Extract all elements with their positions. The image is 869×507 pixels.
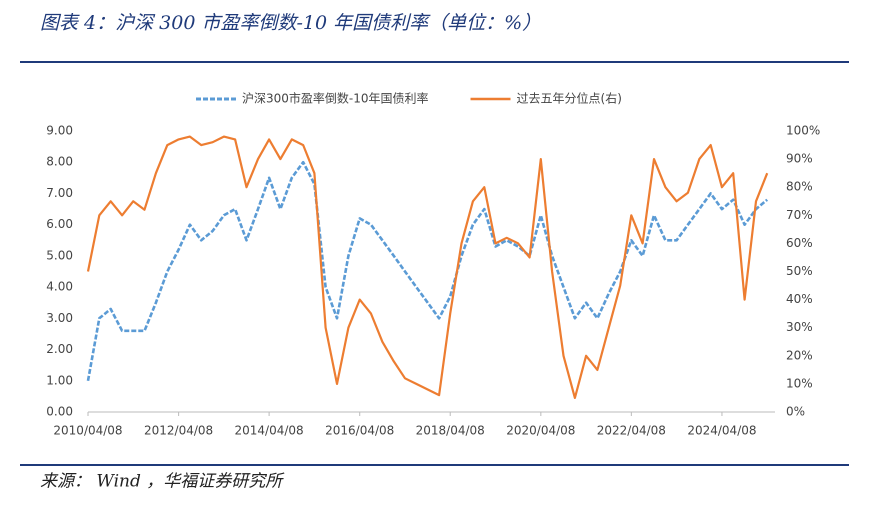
y2-tick-label: 80% bbox=[786, 180, 813, 194]
y2-tick-label: 0% bbox=[786, 405, 805, 419]
y-tick-label: 2.00 bbox=[46, 342, 73, 356]
y-tick-label: 8.00 bbox=[46, 155, 73, 169]
y2-tick-label: 40% bbox=[786, 292, 813, 306]
series-line bbox=[86, 160, 769, 382]
x-tick-label: 2010/04/08 bbox=[53, 424, 122, 438]
y2-tick-label: 70% bbox=[786, 208, 813, 222]
y2-tick-label: 60% bbox=[786, 236, 813, 250]
y2-tick-label: 20% bbox=[786, 348, 813, 362]
y-tick-label: 7.00 bbox=[46, 186, 73, 200]
y-tick-label: 4.00 bbox=[46, 280, 73, 294]
x-tick-label: 2014/04/08 bbox=[235, 424, 304, 438]
y2-tick-label: 30% bbox=[786, 320, 813, 334]
series-line bbox=[86, 135, 769, 399]
y2-tick-label: 100% bbox=[786, 124, 820, 138]
legend-label: 过去五年分位点(右) bbox=[517, 91, 622, 106]
chart-title: 图表 4：沪深 300 市盈率倒数-10 年国债利率（单位：%） bbox=[40, 12, 541, 34]
x-tick-label: 2018/04/08 bbox=[416, 424, 485, 438]
x-tick-label: 2020/04/08 bbox=[506, 424, 575, 438]
y-tick-label: 9.00 bbox=[46, 124, 73, 138]
y2-tick-label: 10% bbox=[786, 376, 813, 390]
y-tick-label: 0.00 bbox=[46, 405, 73, 419]
x-tick-label: 2024/04/08 bbox=[687, 424, 756, 438]
legend-label: 沪深300市盈率倒数-10年国债利率 bbox=[242, 91, 429, 106]
y2-tick-label: 50% bbox=[786, 264, 813, 278]
x-tick-label: 2016/04/08 bbox=[325, 424, 394, 438]
x-tick-label: 2022/04/08 bbox=[597, 424, 666, 438]
y-tick-label: 5.00 bbox=[46, 248, 73, 262]
x-tick-label: 2012/04/08 bbox=[144, 424, 213, 438]
y-tick-label: 3.00 bbox=[46, 311, 73, 325]
y-tick-label: 6.00 bbox=[46, 217, 73, 231]
y-tick-label: 1.00 bbox=[46, 373, 73, 387]
source: 来源： Wind ，华福证券研究所 bbox=[40, 472, 285, 492]
y2-tick-label: 90% bbox=[786, 152, 813, 166]
